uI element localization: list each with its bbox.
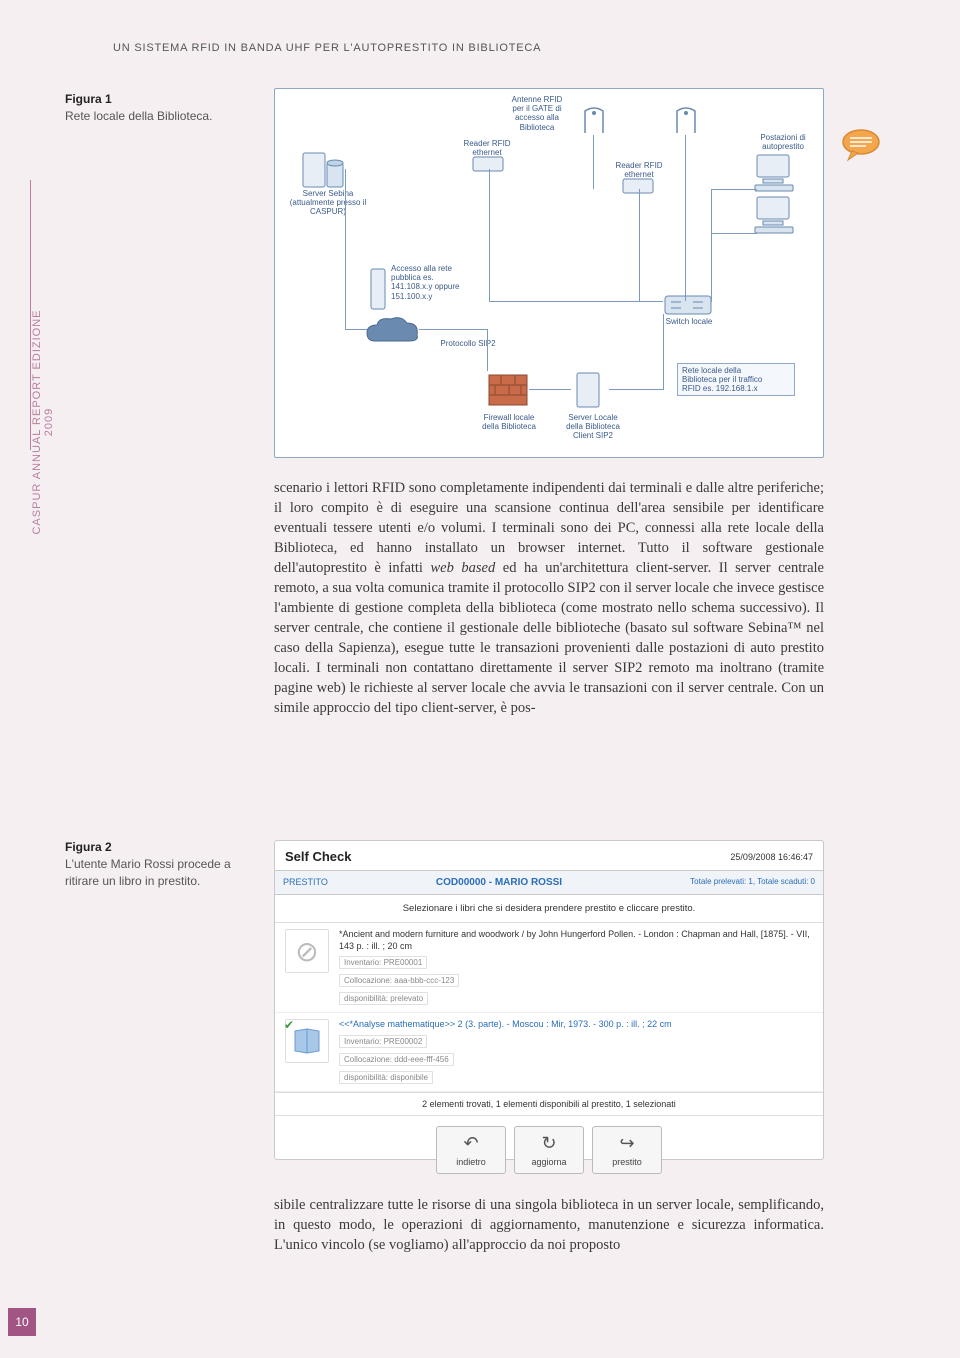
net-line bbox=[419, 329, 487, 330]
server-locale-icon bbox=[571, 369, 609, 411]
loan-icon: ↪ bbox=[619, 1133, 634, 1154]
selfcheck-instruction: Selezionare i libri che si desidera pren… bbox=[275, 895, 823, 923]
loan-button-label: prestito bbox=[612, 1157, 642, 1167]
net-line bbox=[711, 189, 712, 302]
network-diagram: Antenne RFIDper il GATE diaccesso allaBi… bbox=[274, 88, 824, 458]
sidebar-rule: CASPUR ANNUAL REPORT EDIZIONE 2009 bbox=[30, 180, 52, 450]
item-collocazione: Collocazione: ddd-eee-fff-456 bbox=[339, 1053, 454, 1066]
list-item[interactable]: ⊘ *Ancient and modern furniture and wood… bbox=[275, 923, 823, 1013]
figure-2-desc: L'utente Mario Rossi procede a ritirare … bbox=[65, 856, 260, 890]
list-item[interactable]: ✔ <<*Analyse mathematique>> 2 (3. parte)… bbox=[275, 1013, 823, 1092]
net-line bbox=[663, 314, 664, 390]
item-disponibilita: disponibilità: disponibile bbox=[339, 1071, 433, 1084]
reader-icon-1 bbox=[471, 155, 505, 179]
net-line bbox=[489, 169, 490, 301]
firewall-icon bbox=[487, 369, 529, 411]
pc-icon-1 bbox=[753, 153, 797, 193]
figure-1-title: Figura 1 bbox=[65, 92, 265, 106]
back-icon: ↶ bbox=[463, 1133, 478, 1154]
sidebar-text: CASPUR ANNUAL REPORT EDIZIONE 2009 bbox=[31, 302, 55, 542]
running-header: UN SISTEMA RFID IN BANDA UHF PER L'AUTOP… bbox=[113, 42, 541, 54]
figure-1-desc: Rete locale della Biblioteca. bbox=[65, 108, 265, 125]
label-firewall: Firewall localedella Biblioteca bbox=[473, 413, 545, 431]
item-title: *Ancient and modern furniture and woodwo… bbox=[339, 929, 813, 952]
net-line bbox=[685, 135, 686, 301]
page-number: 10 bbox=[8, 1308, 36, 1336]
label-protocollo: Protocollo SIP2 bbox=[433, 339, 503, 348]
label-antenne: Antenne RFIDper il GATE diaccesso allaBi… bbox=[497, 95, 577, 132]
net-line bbox=[639, 189, 640, 301]
selfcheck-window: Self Check 25/09/2008 16:46:47 PRESTITO … bbox=[274, 840, 824, 1160]
reader-icon-2 bbox=[621, 177, 655, 201]
no-book-icon: ⊘ bbox=[285, 929, 329, 973]
accesso-rete-icon bbox=[369, 267, 387, 311]
label-switch: Switch locale bbox=[659, 317, 719, 326]
label-rete-locale: Rete locale dellaBiblioteca per il traff… bbox=[677, 363, 795, 396]
item-inventario: Inventario: PRE00001 bbox=[339, 956, 427, 969]
selfcheck-prestito-label: PRESTITO bbox=[275, 871, 355, 894]
label-server-sebina: Server Sebina(attualmente presso il CASP… bbox=[279, 189, 377, 217]
item-collocazione: Collocazione: aaa-bbb-ccc-123 bbox=[339, 974, 459, 987]
label-postazioni: Postazioni diautoprestito bbox=[751, 133, 815, 151]
refresh-icon: ↻ bbox=[541, 1133, 556, 1154]
net-line bbox=[609, 389, 663, 390]
net-line bbox=[711, 189, 757, 190]
figure-2-caption: Figura 2 L'utente Mario Rossi procede a … bbox=[65, 840, 260, 890]
selfcheck-summary: 2 elementi trovati, 1 elementi disponibi… bbox=[275, 1092, 823, 1116]
net-line bbox=[487, 329, 488, 371]
back-button-label: indietro bbox=[456, 1157, 486, 1167]
item-inventario: Inventario: PRE00002 bbox=[339, 1035, 427, 1048]
gate-icon-1 bbox=[583, 107, 605, 135]
figure-1-caption: Figura 1 Rete locale della Biblioteca. bbox=[65, 92, 265, 125]
loan-button[interactable]: ↪ prestito bbox=[592, 1126, 662, 1174]
book-icon: ✔ bbox=[285, 1019, 329, 1063]
back-button[interactable]: ↶ indietro bbox=[436, 1126, 506, 1174]
net-line bbox=[711, 233, 757, 234]
label-accesso-rete: Accesso alla retepubblica es.141.108.x.y… bbox=[391, 264, 475, 301]
selfcheck-totals: Totale prelevati: 1, Totale scaduti: 0 bbox=[643, 871, 823, 894]
net-line bbox=[529, 389, 571, 390]
refresh-button-label: aggiorna bbox=[531, 1157, 566, 1167]
net-line bbox=[489, 301, 663, 302]
pc-icon-2 bbox=[753, 195, 797, 235]
body-paragraph-2: sibile centralizzare tutte le risorse di… bbox=[274, 1195, 824, 1255]
body-paragraph-1: scenario i lettori RFID sono completamen… bbox=[274, 478, 824, 718]
label-server-locale: Server Localedella BibliotecaClient SIP2 bbox=[557, 413, 629, 441]
net-line bbox=[345, 329, 367, 330]
net-line bbox=[593, 135, 594, 189]
cloud-icon bbox=[365, 313, 421, 351]
item-disponibilita: disponibilità: prelevato bbox=[339, 992, 428, 1005]
net-line bbox=[345, 169, 346, 329]
item-title: <<*Analyse mathematique>> 2 (3. parte). … bbox=[339, 1019, 813, 1031]
check-icon: ✔ bbox=[284, 1018, 294, 1032]
selfcheck-title: Self Check bbox=[285, 849, 351, 864]
speech-bubble-icon bbox=[840, 128, 882, 164]
server-sebina-icon bbox=[297, 149, 347, 191]
figure-2-title: Figura 2 bbox=[65, 840, 260, 854]
switch-icon bbox=[663, 294, 713, 316]
selfcheck-user: COD00000 - MARIO ROSSI bbox=[355, 871, 643, 894]
gate-icon-2 bbox=[675, 107, 697, 135]
selfcheck-timestamp: 25/09/2008 16:46:47 bbox=[730, 852, 813, 862]
refresh-button[interactable]: ↻ aggiorna bbox=[514, 1126, 584, 1174]
